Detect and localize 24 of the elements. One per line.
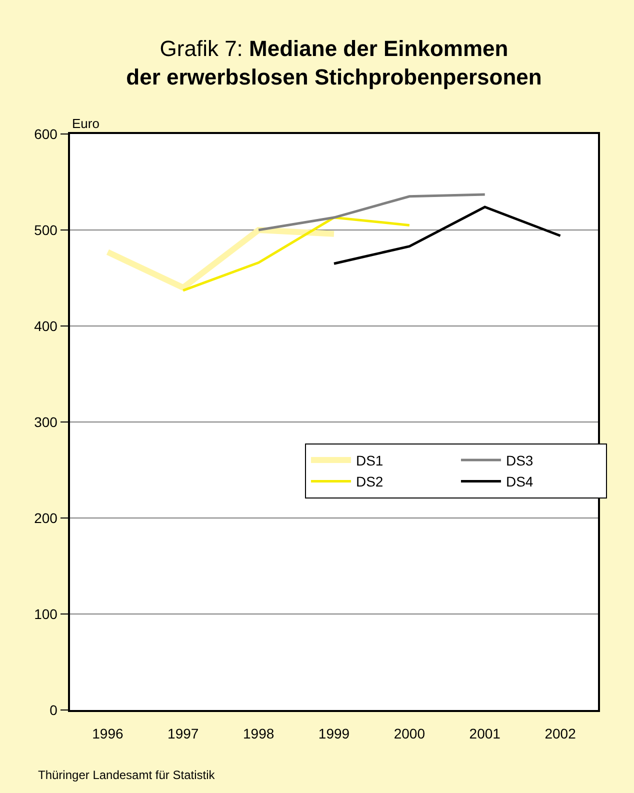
- legend-label: DS1: [356, 452, 384, 469]
- line-series: [257, 193, 486, 232]
- x-tick-label: 1996: [92, 726, 124, 742]
- y-tick-label: 500: [34, 222, 58, 238]
- chart-title: Grafik 7: Mediane der Einkommen der erwerbslosen Stichprobenpersonen: [126, 36, 542, 90]
- line-series: [182, 216, 411, 292]
- line-series: [332, 206, 562, 265]
- x-tick-label: 1997: [168, 726, 199, 742]
- x-tick-label: 2001: [469, 726, 501, 742]
- y-tick-label: 0: [50, 702, 58, 718]
- y-tick-label: 300: [34, 414, 58, 430]
- y-axis-title: Euro: [72, 116, 100, 131]
- y-tick-label: 100: [34, 606, 58, 622]
- text: Thüringer Landesamt für Statistik: [38, 768, 216, 782]
- y-tick-label: 200: [34, 510, 58, 526]
- x-tick-label: 2000: [394, 726, 426, 742]
- y-tick-label: 600: [34, 126, 58, 142]
- legend-label: DS3: [506, 452, 534, 469]
- legend-label: DS2: [356, 474, 384, 490]
- x-tick-label: 1998: [242, 726, 274, 742]
- y-tick-label: 400: [34, 318, 58, 334]
- legend-label: DS4: [506, 474, 534, 490]
- x-tick-label: 1999: [318, 726, 350, 742]
- x-tick-label: 2002: [544, 726, 576, 742]
